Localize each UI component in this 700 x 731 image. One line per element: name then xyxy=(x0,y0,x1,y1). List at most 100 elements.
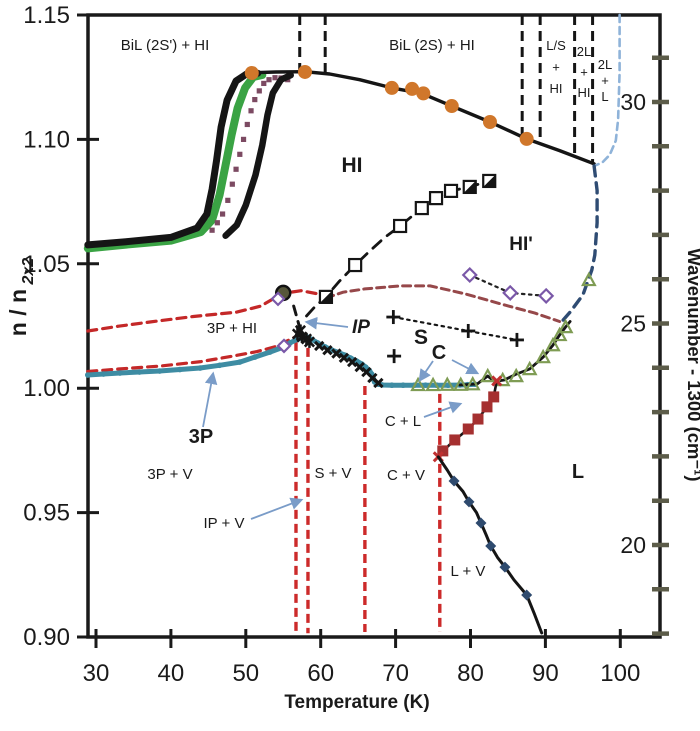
series-band-black-cooling xyxy=(84,69,262,249)
data-point xyxy=(449,434,461,446)
data-point xyxy=(361,366,372,378)
data-point xyxy=(519,131,534,146)
series-lightblue-dashed xyxy=(594,13,621,167)
data-point xyxy=(294,324,307,337)
data-point xyxy=(481,401,493,413)
series-ip-crosses xyxy=(314,340,384,389)
data-point xyxy=(464,375,481,391)
data-point xyxy=(475,517,487,529)
axes: 1.15 1.10 1.05 1.00 0.95 0.90 30 40 50 60 70 80 90 10… xyxy=(5,2,700,713)
data-point xyxy=(84,372,91,378)
data-point xyxy=(244,121,250,128)
series-hi2-diamonds-dotted xyxy=(461,266,555,304)
right-tick-label: 25 xyxy=(620,311,646,337)
data-point xyxy=(373,377,384,389)
series-line xyxy=(222,71,294,239)
bottom-tick-label: 50 xyxy=(232,660,259,687)
series-purple-diamonds-extra xyxy=(270,291,292,354)
data-point xyxy=(216,362,223,369)
left-tick-label: 1.05 xyxy=(23,251,70,278)
ip-arrow xyxy=(304,316,349,330)
data-point xyxy=(348,257,363,273)
bottom-tick-label: 40 xyxy=(158,660,185,687)
bottom-tick-label: 70 xyxy=(382,660,409,687)
data-point xyxy=(551,326,568,342)
series-line xyxy=(86,289,319,333)
data-point xyxy=(535,348,551,364)
data-point xyxy=(414,200,429,216)
data-point xyxy=(319,290,332,303)
series-melting-points-orange xyxy=(244,64,534,146)
data-point xyxy=(521,589,533,601)
c-arrow-left xyxy=(418,360,434,383)
region-label: 3P xyxy=(189,426,213,448)
bottom-tick-label: 90 xyxy=(532,660,559,687)
y-left-axis-title: n / n 2x2 xyxy=(5,258,37,337)
data-series xyxy=(83,13,621,635)
data-point xyxy=(463,496,475,508)
data-point xyxy=(237,359,243,365)
data-point xyxy=(443,183,459,199)
series-line xyxy=(324,284,562,323)
data-point xyxy=(405,81,420,96)
left-tick-label: 1.10 xyxy=(23,126,70,153)
region-label: IP xyxy=(352,317,370,338)
series-melting-line xyxy=(243,70,596,166)
data-point xyxy=(338,352,350,364)
data-point xyxy=(416,86,431,101)
data-point xyxy=(322,344,333,356)
data-point xyxy=(219,211,226,217)
data-point xyxy=(331,348,342,359)
data-point xyxy=(499,561,511,573)
series-line xyxy=(560,164,599,324)
data-point xyxy=(314,340,325,352)
data-point xyxy=(479,367,496,383)
data-point xyxy=(237,151,243,157)
data-point xyxy=(346,356,358,368)
data-point xyxy=(156,368,163,374)
data-point xyxy=(100,371,107,377)
annotation-arrows xyxy=(202,316,480,520)
region-labels: BiL (2S') + HI BiL (2S) + HI HI HI' 3P + HI I… xyxy=(121,37,613,580)
data-point xyxy=(502,284,519,301)
data-point xyxy=(276,338,292,354)
data-point xyxy=(177,366,183,373)
3p-arrow xyxy=(202,371,218,428)
region-label: BiL (2S') + HI xyxy=(121,37,210,54)
data-point xyxy=(270,291,286,307)
data-point xyxy=(272,75,278,81)
region-label: IP + V xyxy=(203,515,244,532)
series-lv-diamonds xyxy=(448,475,533,601)
data-point xyxy=(472,413,484,425)
data-point xyxy=(448,475,460,487)
series-hi-squares-half xyxy=(318,173,497,304)
data-point xyxy=(251,354,258,360)
data-point xyxy=(225,197,231,203)
series-plus-isolated xyxy=(387,349,402,364)
data-point xyxy=(256,88,262,94)
data-point xyxy=(248,108,254,114)
series-lv-line xyxy=(436,455,544,635)
right-tick-label: 20 xyxy=(620,532,646,558)
series-navy-dashed xyxy=(560,164,599,324)
x-axis-title: Temperature (K) xyxy=(284,692,429,713)
data-point xyxy=(266,349,273,355)
data-point xyxy=(437,445,449,457)
data-point xyxy=(521,360,538,376)
series-boundary-3p-hi-red-dashed xyxy=(86,289,319,333)
region-label: C xyxy=(432,342,446,364)
data-point xyxy=(580,271,597,287)
data-point xyxy=(117,370,123,376)
data-point xyxy=(462,423,474,435)
region-label: S xyxy=(414,326,428,349)
data-point xyxy=(389,382,395,389)
series-line xyxy=(594,13,621,167)
phase-boundary-vlines xyxy=(294,15,595,634)
data-point xyxy=(439,376,456,391)
data-point xyxy=(491,375,503,387)
region-label: BiL (2S) + HI xyxy=(389,37,475,54)
series-hi-squares-open xyxy=(348,183,459,273)
series-line xyxy=(84,69,262,249)
region-label: L xyxy=(572,461,584,483)
region-label-line: 2L xyxy=(598,57,612,72)
